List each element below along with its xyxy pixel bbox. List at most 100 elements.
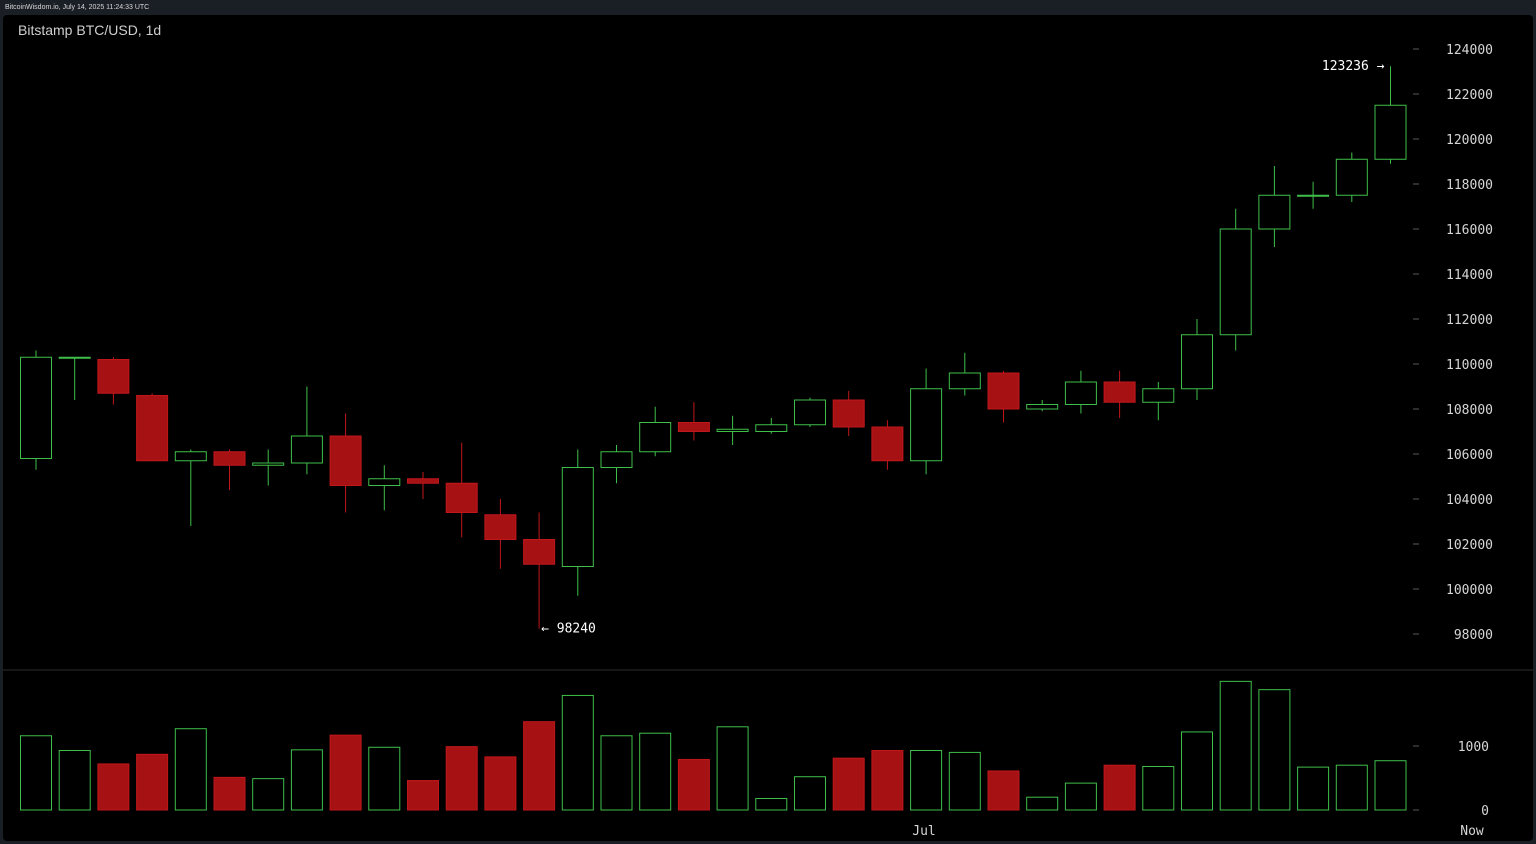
candle-down xyxy=(97,357,130,405)
price-tick-label: 116000 xyxy=(1446,223,1493,238)
price-tick-label: 98000 xyxy=(1454,628,1493,643)
volume-bar-up xyxy=(910,749,943,811)
price-tick-label: 124000 xyxy=(1446,43,1493,58)
volume-bar-down xyxy=(523,721,556,811)
volume-bar-down xyxy=(832,757,865,811)
volume-bar-down xyxy=(407,780,439,811)
price-tick-label: 108000 xyxy=(1446,403,1493,418)
price-tick-label: 120000 xyxy=(1446,133,1493,148)
candle-up xyxy=(58,356,91,400)
volume-bar-up xyxy=(1181,731,1213,811)
candle-body xyxy=(174,451,207,462)
price-tick-label: 122000 xyxy=(1446,88,1493,103)
candle-up xyxy=(1219,208,1252,351)
candle-body xyxy=(1142,388,1175,403)
candle-up xyxy=(20,350,52,470)
low-price-annotation: ← 98240 xyxy=(541,622,596,637)
volume-bar-down xyxy=(97,763,130,811)
volume-bar-up xyxy=(1374,760,1407,811)
volume-bar-up xyxy=(794,776,826,811)
candle-down xyxy=(213,449,246,490)
volume-bar-down xyxy=(871,749,904,811)
candle-up xyxy=(1335,152,1368,202)
candle-body xyxy=(716,428,749,432)
price-axis: 98000 100000 102000 104000 106000 108000 11000… xyxy=(1413,43,1493,643)
candle-body xyxy=(832,399,865,428)
candle-body xyxy=(368,478,401,486)
candle-body xyxy=(910,388,943,462)
candle-body xyxy=(987,372,1020,410)
volume-bar-up xyxy=(1064,782,1097,811)
candle-up xyxy=(716,415,749,445)
candle-down xyxy=(329,413,362,513)
volume-bar-up xyxy=(174,728,207,811)
price-tick-label: 102000 xyxy=(1446,538,1493,553)
candle-up xyxy=(290,386,323,475)
candle-body xyxy=(1335,158,1368,196)
candle-body xyxy=(484,514,517,540)
price-tick-label: 114000 xyxy=(1446,268,1493,283)
candle-up xyxy=(1374,66,1407,164)
candle-up xyxy=(794,397,826,427)
volume-bar-down xyxy=(484,756,517,811)
volume-bar-up xyxy=(1026,796,1059,811)
candle-up xyxy=(755,418,788,434)
candle-up xyxy=(561,449,594,596)
candle-body xyxy=(600,451,633,468)
volume-bar-up xyxy=(755,797,788,811)
candle-up xyxy=(910,368,943,475)
candle-up xyxy=(639,406,672,457)
candle-down xyxy=(445,442,478,538)
candle-up xyxy=(368,465,401,511)
candle-body xyxy=(136,395,169,462)
price-tick-label: 106000 xyxy=(1446,448,1493,463)
candle-body xyxy=(445,482,478,513)
volume-bar-up xyxy=(252,778,285,811)
candle-body xyxy=(871,426,904,462)
volume-bar-up xyxy=(561,694,594,811)
candle-up xyxy=(1297,181,1330,209)
candle-down xyxy=(1103,370,1136,418)
price-tick-label: 104000 xyxy=(1446,493,1493,508)
volume-bar-up xyxy=(368,746,401,811)
candle-body xyxy=(948,372,981,390)
volume-bar-up xyxy=(20,735,52,811)
candle-up xyxy=(600,445,633,484)
candle-down xyxy=(484,499,517,569)
source-timestamp-bar: BitcoinWisdom.io, July 14, 2025 11:24:33… xyxy=(0,0,1536,15)
candle-body xyxy=(561,467,594,567)
volume-bar-up xyxy=(1142,765,1175,811)
volume-bar-up xyxy=(948,751,981,811)
candle-body xyxy=(1103,381,1136,403)
candle-body xyxy=(20,356,52,459)
price-tick-label: 110000 xyxy=(1446,358,1493,373)
volume-bar-up xyxy=(1335,764,1368,811)
candle-up xyxy=(174,449,207,526)
volume-bar-down xyxy=(445,746,478,811)
candle-up xyxy=(1142,382,1175,421)
candle-up xyxy=(1258,166,1291,247)
candle-up xyxy=(948,352,981,396)
volume-axis: 0 1000 xyxy=(1413,740,1489,819)
volume-bar-down xyxy=(677,758,710,811)
candle-body xyxy=(1026,404,1059,410)
volume-bar-up xyxy=(639,732,672,811)
volume-bar-up xyxy=(600,735,633,811)
candle-body xyxy=(1258,194,1291,230)
candlestick-chart[interactable]: 98000 100000 102000 104000 106000 108000 11000… xyxy=(3,15,1533,841)
candle-up xyxy=(1064,370,1097,414)
volume-bar-up xyxy=(1297,766,1330,811)
candle-body xyxy=(1064,381,1097,405)
candle-down xyxy=(407,472,439,499)
source-timestamp: BitcoinWisdom.io, July 14, 2025 11:24:33… xyxy=(5,4,150,11)
volume-series xyxy=(20,680,1407,811)
candle-body xyxy=(1374,104,1407,160)
x-axis: Jul Now xyxy=(912,824,1484,839)
volume-bar-up xyxy=(1258,689,1291,811)
candle-up xyxy=(252,449,285,486)
candle-body xyxy=(407,478,439,484)
candle-down xyxy=(136,393,169,462)
x-axis-label: Now xyxy=(1460,824,1484,839)
candle-body xyxy=(639,422,672,453)
volume-tick-label: 1000 xyxy=(1458,740,1489,755)
